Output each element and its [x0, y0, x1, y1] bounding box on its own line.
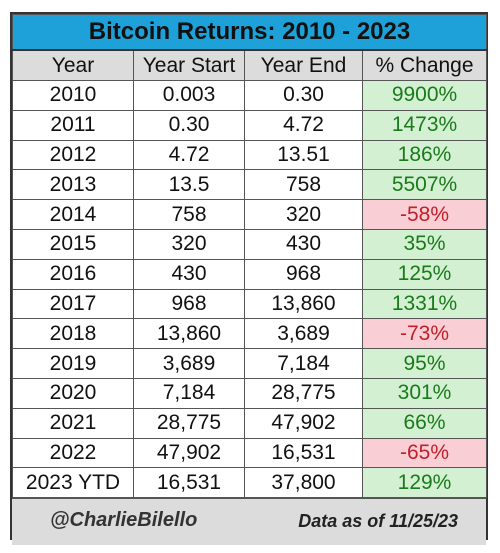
table-row: 2012 4.72 13.51 186%: [12, 139, 488, 171]
year-cell: 2018: [12, 318, 134, 350]
year-cell: 2020: [12, 377, 134, 409]
column-header-change: % Change: [361, 49, 488, 81]
table-row: 2016 430 968 125%: [12, 258, 488, 290]
year-start-cell: 430: [133, 258, 245, 290]
year-cell: 2023 YTD: [12, 467, 134, 499]
year-end-cell: 758: [244, 169, 363, 201]
year-end-cell: 7,184: [244, 348, 363, 379]
year-cell: 2014: [12, 199, 134, 230]
column-header-year-end: Year End: [244, 49, 363, 81]
year-cell: 2021: [12, 407, 134, 439]
year-end-cell: 16,531: [244, 437, 363, 469]
change-cell: -58%: [361, 199, 488, 230]
year-cell: 2015: [12, 228, 134, 260]
year-start-cell: 13.5: [133, 169, 245, 201]
year-start-cell: 0.003: [133, 80, 245, 111]
year-start-cell: 3,689: [133, 348, 245, 379]
year-cell: 2019: [12, 348, 134, 379]
year-cell: 2016: [12, 258, 134, 290]
author-handle: @CharlieBilello: [50, 509, 198, 532]
change-cell: 5507%: [361, 169, 488, 201]
table-row: 2010 0.003 0.30 9900%: [12, 80, 488, 111]
year-end-cell: 28,775: [244, 377, 363, 409]
change-cell: 125%: [361, 258, 488, 290]
table-row: 2020 7,184 28,775 301%: [12, 377, 488, 409]
table-row: 2011 0.30 4.72 1473%: [12, 109, 488, 141]
table-row: 2022 47,902 16,531 -65%: [12, 437, 488, 469]
year-cell: 2017: [12, 288, 134, 320]
change-cell: 95%: [361, 348, 488, 379]
data-date: Data as of 11/25/23: [298, 511, 458, 532]
year-cell: 2022: [12, 437, 134, 469]
year-cell: 2012: [12, 139, 134, 171]
returns-table: Bitcoin Returns: 2010 - 2023 Year Year S…: [11, 14, 488, 499]
year-start-cell: 758: [133, 199, 245, 230]
table-row: 2013 13.5 758 5507%: [12, 169, 488, 201]
change-cell: 35%: [361, 228, 488, 260]
year-start-cell: 16,531: [133, 467, 245, 499]
year-cell: 2011: [12, 109, 134, 141]
change-cell: 9900%: [361, 80, 488, 111]
year-start-cell: 320: [133, 228, 245, 260]
year-start-cell: 4.72: [133, 139, 245, 171]
table-row: 2023 YTD 16,531 37,800 129%: [12, 467, 488, 499]
change-cell: 186%: [361, 139, 488, 171]
change-cell: 1473%: [361, 109, 488, 141]
column-header-year-start: Year Start: [133, 49, 245, 81]
year-start-cell: 13,860: [133, 318, 245, 350]
year-cell: 2010: [12, 80, 134, 111]
change-cell: -65%: [361, 437, 488, 469]
year-end-cell: 37,800: [244, 467, 363, 499]
table-row: 2014 758 320 -58%: [12, 199, 488, 230]
year-end-cell: 13.51: [244, 139, 363, 171]
year-end-cell: 3,689: [244, 318, 363, 350]
change-cell: 301%: [361, 377, 488, 409]
column-header-year: Year: [12, 49, 134, 81]
year-end-cell: 13,860: [244, 288, 363, 320]
change-cell: -73%: [361, 318, 488, 350]
year-end-cell: 47,902: [244, 407, 363, 439]
table-row: 2021 28,775 47,902 66%: [12, 407, 488, 439]
footer: @CharlieBilello Data as of 11/25/23: [12, 498, 486, 546]
year-end-cell: 320: [244, 199, 363, 230]
table-title: Bitcoin Returns: 2010 - 2023: [11, 14, 488, 51]
year-end-cell: 0.30: [244, 80, 363, 111]
header-row: Year Year Start Year End % Change: [12, 49, 488, 81]
year-start-cell: 7,184: [133, 377, 245, 409]
year-start-cell: 968: [133, 288, 245, 320]
year-cell: 2013: [12, 169, 134, 201]
table-row: 2019 3,689 7,184 95%: [12, 348, 488, 379]
year-start-cell: 0.30: [133, 109, 245, 141]
table-row: 2018 13,860 3,689 -73%: [12, 318, 488, 350]
change-cell: 66%: [361, 407, 488, 439]
table-row: 2017 968 13,860 1331%: [12, 288, 488, 320]
year-end-cell: 430: [244, 228, 363, 260]
year-start-cell: 28,775: [133, 407, 245, 439]
year-end-cell: 4.72: [244, 109, 363, 141]
year-end-cell: 968: [244, 258, 363, 290]
change-cell: 129%: [361, 467, 488, 499]
year-start-cell: 47,902: [133, 437, 245, 469]
change-cell: 1331%: [361, 288, 488, 320]
table-row: 2015 320 430 35%: [12, 228, 488, 260]
returns-card: Bitcoin Returns: 2010 - 2023 Year Year S…: [10, 12, 488, 546]
